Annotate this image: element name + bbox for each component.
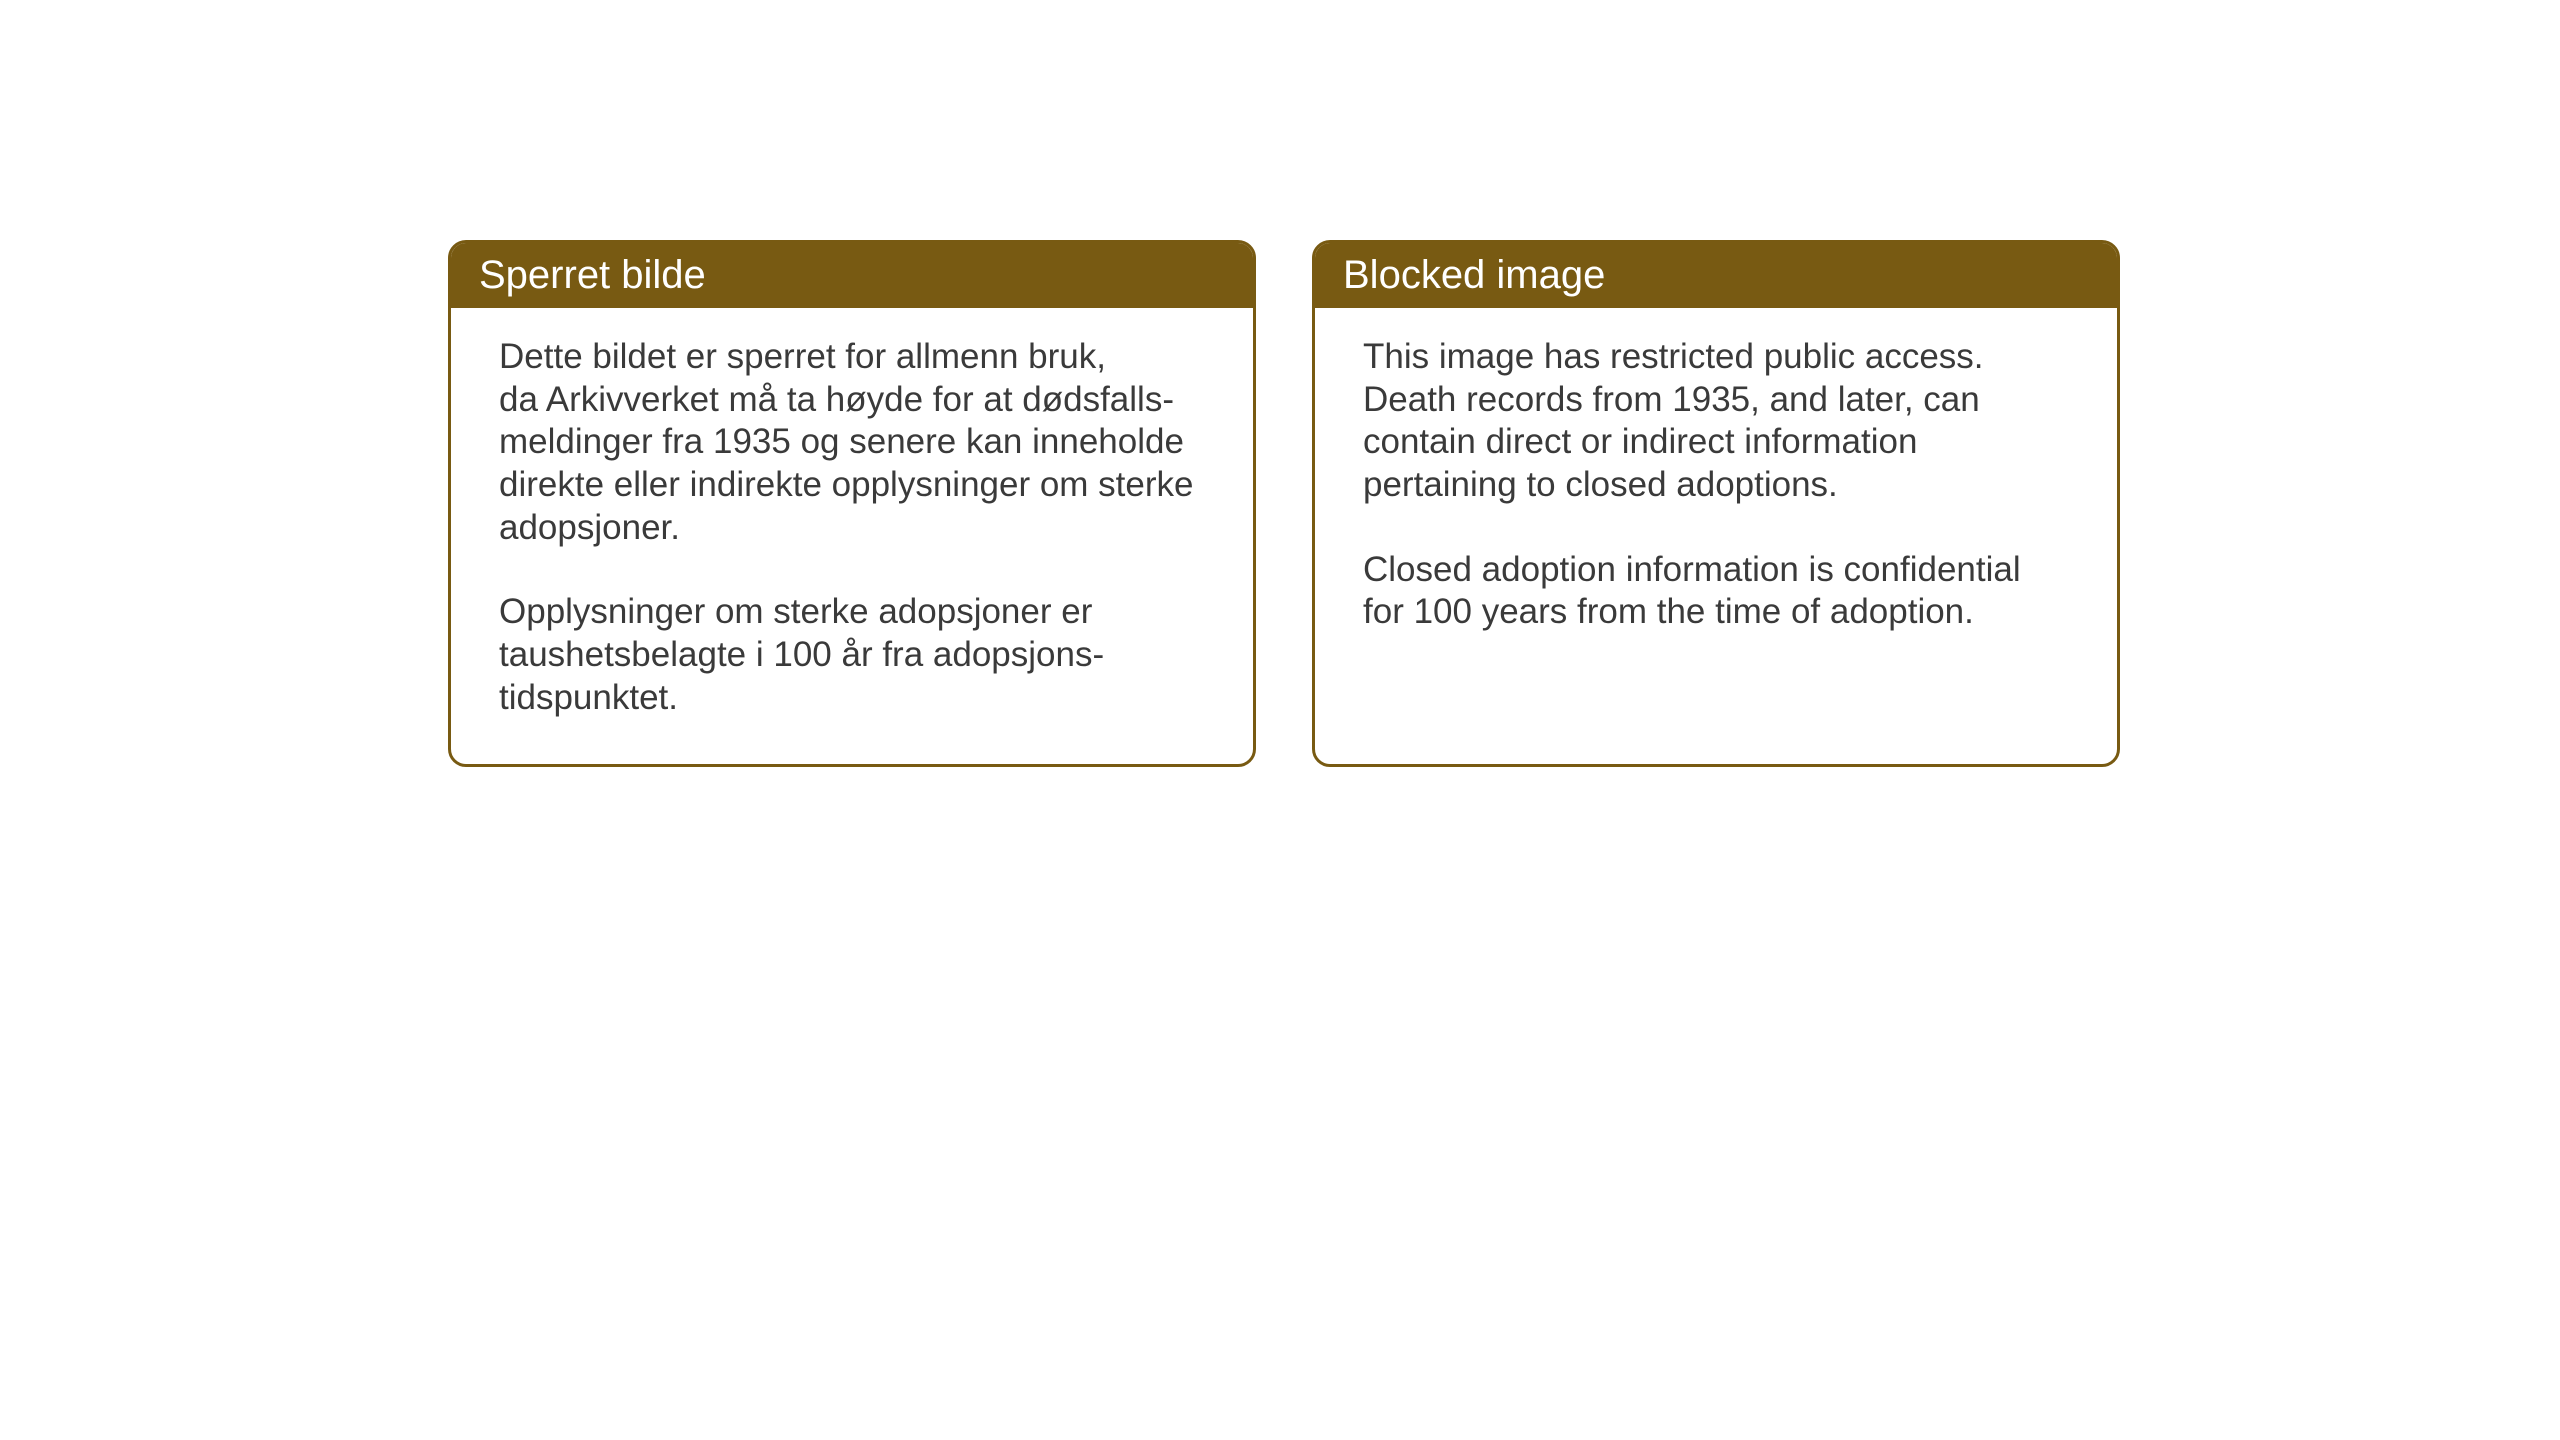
notice-container: Sperret bilde Dette bildet er sperret fo… [448, 240, 2120, 767]
notice-card-norwegian: Sperret bilde Dette bildet er sperret fo… [448, 240, 1256, 767]
card-header-norwegian: Sperret bilde [451, 243, 1253, 308]
card-title-english: Blocked image [1343, 253, 1605, 297]
notice-card-english: Blocked image This image has restricted … [1312, 240, 2120, 767]
paragraph-1-english: This image has restricted public access.… [1363, 336, 2069, 507]
card-title-norwegian: Sperret bilde [479, 253, 706, 297]
paragraph-1-norwegian: Dette bildet er sperret for allmenn bruk… [499, 336, 1205, 549]
paragraph-2-norwegian: Opplysninger om sterke adopsjoner er tau… [499, 591, 1205, 719]
paragraph-2-english: Closed adoption information is confident… [1363, 549, 2069, 634]
card-body-english: This image has restricted public access.… [1315, 308, 2117, 678]
card-header-english: Blocked image [1315, 243, 2117, 308]
card-body-norwegian: Dette bildet er sperret for allmenn bruk… [451, 308, 1253, 764]
